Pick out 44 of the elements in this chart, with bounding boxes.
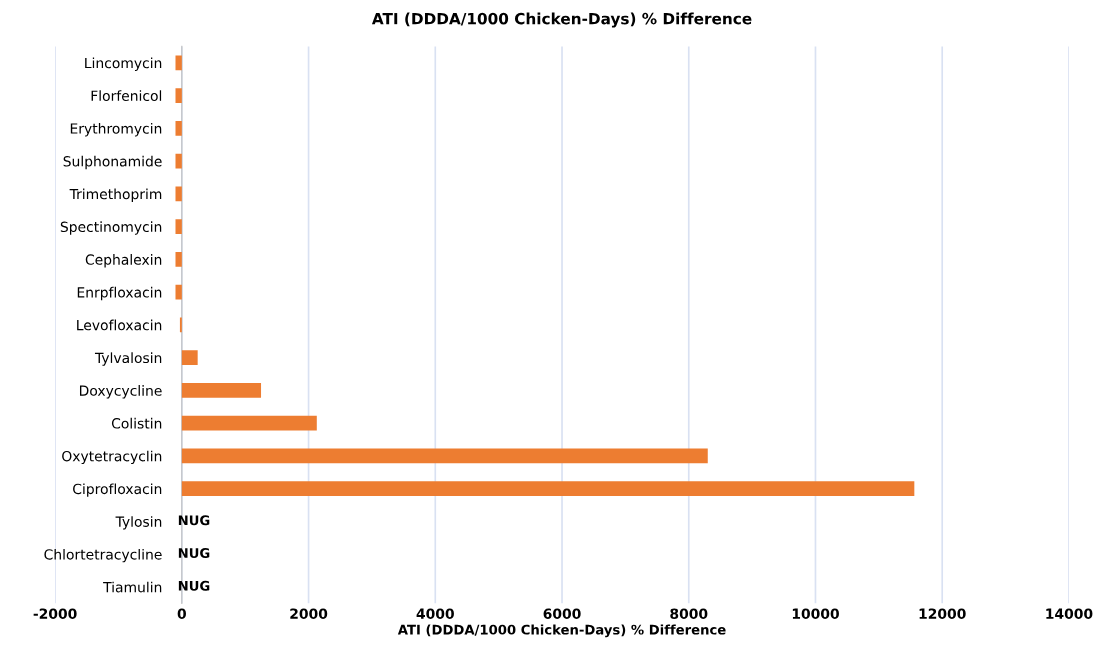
x-axis-title: ATI (DDDA/1000 Chicken-Days) % Difference <box>397 624 726 638</box>
y-tick-label: Florfenicol <box>91 90 162 102</box>
y-tick-label: Chlortetracycline <box>44 548 162 563</box>
y-tick-label: Trimethoprim <box>69 188 162 202</box>
bar <box>181 383 262 398</box>
bar <box>175 284 182 300</box>
text: NUG <box>178 580 210 591</box>
y-tick-label: Lincomycin <box>85 57 162 71</box>
bar <box>175 186 182 202</box>
chart-title: ATI (DDDA/1000 Chicken-Days) % Difference <box>371 12 752 28</box>
y-tick-label: Tylosin <box>115 516 162 530</box>
x-tick-label: 2000 <box>290 608 328 619</box>
text: NUG <box>178 548 210 559</box>
y-tick-label: Colistin <box>111 417 162 429</box>
bar <box>181 448 708 464</box>
bar <box>181 481 915 497</box>
bar <box>175 251 182 267</box>
y-tick-label: Tylvalosin <box>94 352 162 366</box>
bar <box>175 219 182 234</box>
bar <box>181 415 317 431</box>
y-tick-label: Spectinomycin <box>60 221 162 235</box>
bar <box>175 153 182 169</box>
bar <box>181 350 198 365</box>
y-tick-label: Cephalexin <box>85 254 162 268</box>
y-tick-label: Tiamulin <box>103 581 162 593</box>
x-tick-label: 10000 <box>792 608 839 619</box>
x-tick-label: 0 <box>177 608 186 619</box>
y-tick-label: Doxycycline <box>79 385 162 399</box>
x-tick-label: 6000 <box>543 608 581 619</box>
text: NUG <box>178 515 210 526</box>
bar <box>175 55 182 71</box>
y-tick-label: Levofloxacin <box>77 319 162 331</box>
bar <box>175 88 182 103</box>
y-tick-label: Enrpfloxacin <box>77 286 162 301</box>
y-tick-label: Erythromycin <box>70 123 162 137</box>
bar <box>175 120 182 136</box>
y-tick-label: Oxytetracyclin <box>62 450 162 465</box>
x-tick-label: 14000 <box>1046 608 1093 619</box>
y-tick-label: Ciprofloxacin <box>73 483 162 497</box>
x-tick-label: 8000 <box>670 608 708 619</box>
x-tick-label: 12000 <box>919 608 966 619</box>
x-tick-label: -2000 <box>33 608 77 619</box>
x-tick-label: 4000 <box>416 608 454 619</box>
y-tick-label: Sulphonamide <box>63 155 162 170</box>
